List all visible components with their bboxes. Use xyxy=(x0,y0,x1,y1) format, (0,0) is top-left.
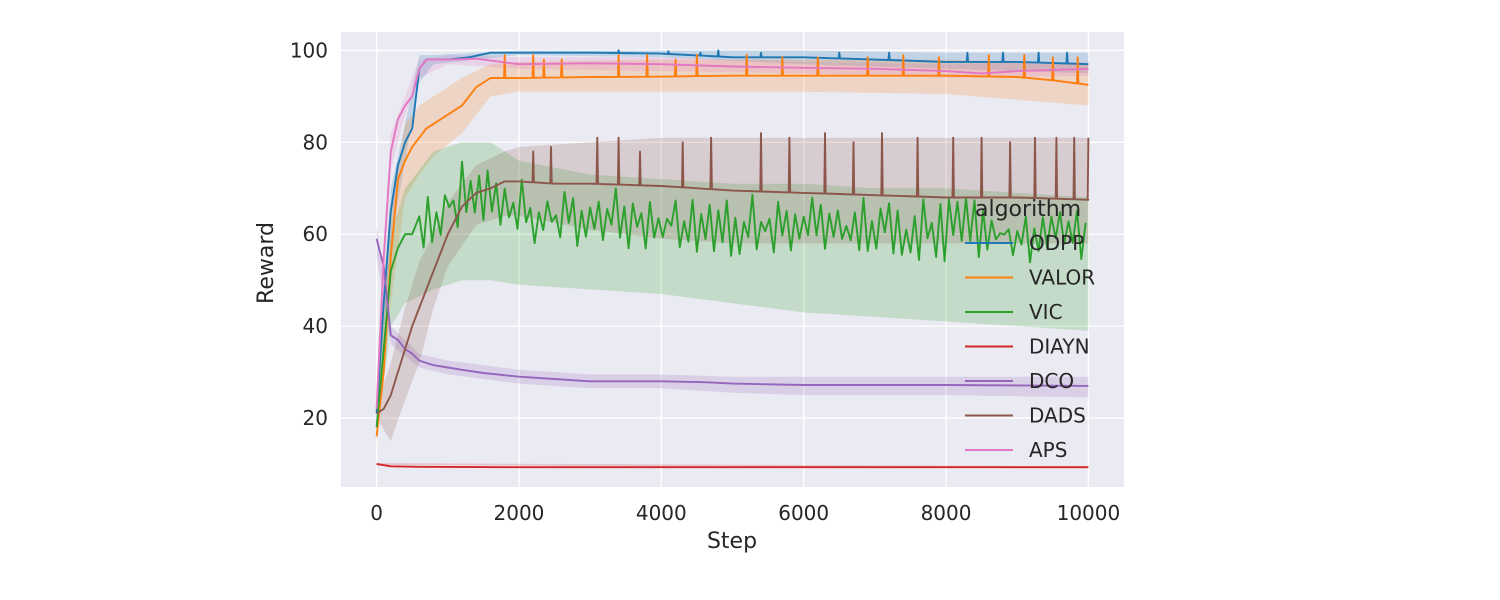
dco-legend-label: DCO xyxy=(1029,369,1074,393)
dads-series-line xyxy=(376,132,1090,415)
valor-legend-label: VALOR xyxy=(1029,266,1095,290)
aps-legend-label: APS xyxy=(1029,438,1067,462)
x-tick-label: 8000 xyxy=(921,501,972,525)
x-tick-label: 2000 xyxy=(494,501,545,525)
grid xyxy=(341,32,1124,487)
dads-confidence-band xyxy=(376,137,1089,441)
x-tick-label: 6000 xyxy=(778,501,829,525)
dads-legend-label: DADS xyxy=(1029,404,1086,428)
diayn-series-line xyxy=(376,463,1089,469)
y-tick-label: 60 xyxy=(303,222,328,246)
series-lines xyxy=(375,49,1090,469)
aps-series-line xyxy=(375,57,1089,409)
legend: algorithm ODPP VALOR VIC DIAYN DCO DADS APS xyxy=(965,197,1095,462)
diayn-legend-label: DIAYN xyxy=(1029,335,1090,359)
x-tick-labels: 0 2000 4000 6000 8000 10000 xyxy=(370,501,1120,525)
valor-confidence-band xyxy=(376,59,1089,446)
valor-series-line xyxy=(375,54,1089,437)
y-tick-labels: 20 40 60 80 100 xyxy=(290,38,328,430)
dco-confidence-band xyxy=(376,225,1089,398)
x-axis-label: Step xyxy=(707,529,757,554)
vic-series-line xyxy=(375,160,1087,428)
y-tick-label: 80 xyxy=(303,130,328,154)
x-tick-label: 10000 xyxy=(1057,501,1121,525)
odpp-legend-label: ODPP xyxy=(1029,231,1084,255)
legend-title: algorithm xyxy=(975,197,1081,222)
vic-legend-label: VIC xyxy=(1029,300,1063,324)
y-tick-label: 100 xyxy=(290,38,328,62)
plot-area-background xyxy=(341,32,1124,487)
x-tick-label: 4000 xyxy=(636,501,687,525)
y-tick-label: 40 xyxy=(303,314,328,338)
x-tick-label: 0 xyxy=(370,501,383,525)
y-tick-label: 20 xyxy=(303,406,328,430)
y-axis-label: Reward xyxy=(254,222,279,304)
dco-series-line xyxy=(375,238,1089,387)
